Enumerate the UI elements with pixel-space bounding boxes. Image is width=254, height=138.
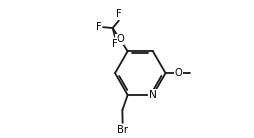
- Text: O: O: [174, 68, 182, 78]
- Text: F: F: [112, 39, 118, 49]
- Text: F: F: [116, 9, 122, 19]
- Text: Br: Br: [117, 125, 128, 135]
- Text: F: F: [96, 22, 102, 32]
- Text: O: O: [116, 34, 124, 44]
- Text: N: N: [149, 90, 157, 100]
